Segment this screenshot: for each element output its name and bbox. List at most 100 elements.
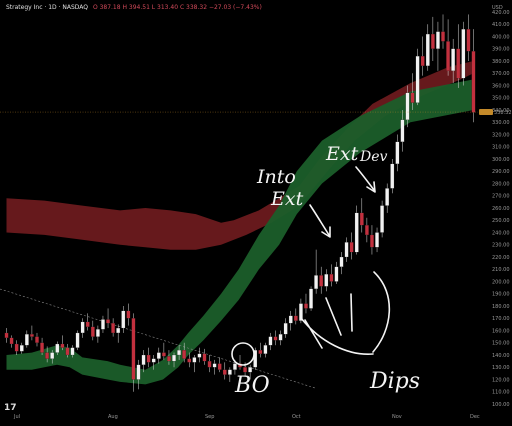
candle	[233, 363, 237, 370]
x-tick-label: Nov	[392, 414, 402, 420]
candle	[375, 232, 379, 248]
y-tick-label: 160.00	[492, 328, 510, 334]
ext-label-1: Ext	[270, 188, 304, 210]
ohlc-readout: O 387.18 H 394.51 L 313.40 C 338.32 −27.…	[92, 4, 262, 11]
candle	[156, 352, 161, 359]
candle	[70, 347, 75, 356]
candle	[283, 323, 288, 335]
x-tick-label: Jul	[13, 414, 20, 420]
candle	[339, 256, 344, 267]
candle	[80, 321, 85, 334]
candle	[19, 345, 24, 352]
candle	[151, 358, 156, 363]
chart-header: Strategy Inc · 1D · NASDAQ O 387.18 H 39…	[6, 4, 262, 11]
y-tick-label: 260.00	[492, 206, 510, 212]
candle	[182, 350, 187, 359]
candle	[405, 92, 410, 120]
candle	[319, 275, 324, 287]
y-tick-label: 410.00	[492, 22, 510, 28]
candle	[96, 329, 100, 337]
trendline	[0, 288, 316, 389]
candle	[202, 353, 207, 362]
candle	[456, 48, 461, 79]
last-price-badge: 338.32	[479, 109, 512, 116]
price-axis[interactable]	[478, 0, 512, 426]
candle	[24, 334, 29, 346]
candle	[217, 363, 222, 370]
candle	[415, 55, 420, 103]
candle	[344, 242, 349, 258]
candle	[451, 48, 456, 71]
x-tick-label: Aug	[108, 414, 118, 420]
y-tick-label: 210.00	[492, 267, 510, 273]
y-tick-label: 280.00	[492, 181, 510, 187]
y-tick-label: 190.00	[492, 292, 510, 298]
candle	[299, 303, 303, 321]
candle	[309, 288, 313, 309]
candle	[466, 29, 471, 52]
y-tick-label: 380.00	[492, 59, 510, 65]
into-label: Into	[256, 166, 296, 188]
y-tick-label: 110.00	[492, 390, 510, 396]
candle	[45, 352, 50, 359]
upper-red-band	[6, 61, 474, 250]
x-tick-label: Oct	[292, 414, 301, 420]
y-tick-label: 330.00	[492, 120, 510, 126]
x-axis-ticks: Jul Aug Sep Oct Nov Dec	[13, 414, 480, 420]
candle	[258, 350, 263, 354]
candle	[263, 345, 268, 354]
last-price-value: 338.32	[494, 110, 512, 116]
y-tick-label: 140.00	[492, 353, 510, 359]
y-tick-label: 340.00	[492, 108, 510, 114]
candle	[111, 323, 115, 334]
tradingview-logo-icon: 17	[4, 403, 17, 413]
candle	[65, 347, 70, 356]
y-tick-label: 170.00	[492, 316, 510, 322]
candle	[212, 363, 217, 368]
y-tick-label: 290.00	[492, 169, 510, 175]
candle	[446, 41, 450, 71]
candle	[410, 92, 415, 103]
y-tick-label: 180.00	[492, 304, 510, 310]
into-ext-arrow	[309, 204, 331, 238]
handwritten-annotations: Into Ext Ext Dev BO Dips	[231, 143, 420, 398]
y-tick-label: 250.00	[492, 218, 510, 224]
y-tick-label: 130.00	[492, 365, 510, 371]
candle	[400, 119, 405, 142]
candle	[9, 337, 14, 345]
y-tick-label: 240.00	[492, 230, 510, 236]
candle	[349, 242, 354, 253]
candle	[116, 327, 121, 334]
y-tick-label: 320.00	[492, 132, 510, 138]
y-tick-label: 200.00	[492, 279, 510, 285]
candle	[4, 332, 9, 338]
candle	[167, 356, 171, 362]
candle	[106, 319, 110, 324]
candle	[324, 274, 329, 287]
candle	[354, 212, 359, 253]
y-tick-label: 390.00	[492, 47, 510, 53]
candle	[268, 336, 273, 346]
candle	[50, 352, 55, 359]
candle	[385, 188, 390, 206]
candle	[273, 336, 278, 341]
candle	[425, 33, 430, 66]
candle	[471, 51, 476, 113]
y-tick-label: 230.00	[492, 243, 510, 249]
candle	[314, 275, 319, 289]
candle	[304, 303, 308, 309]
candle	[192, 357, 197, 363]
y-tick-label: 370.00	[492, 71, 510, 77]
y-axis-ticks: 420.00 410.00 400.00 390.00 380.00 370.00 360.…	[492, 10, 510, 408]
candle	[55, 343, 60, 353]
candle	[380, 205, 384, 233]
ext-label-2: Ext	[325, 143, 359, 165]
candle	[329, 274, 334, 282]
dips-label: Dips	[369, 369, 420, 394]
y-tick-label: 100.00	[492, 402, 510, 408]
y-tick-label: 150.00	[492, 341, 510, 347]
candle	[35, 336, 39, 343]
candle	[141, 354, 146, 365]
dev-label: Dev	[359, 149, 388, 165]
